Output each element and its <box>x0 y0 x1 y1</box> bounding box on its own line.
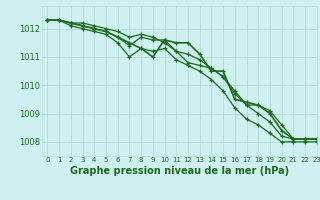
X-axis label: Graphe pression niveau de la mer (hPa): Graphe pression niveau de la mer (hPa) <box>70 166 289 176</box>
